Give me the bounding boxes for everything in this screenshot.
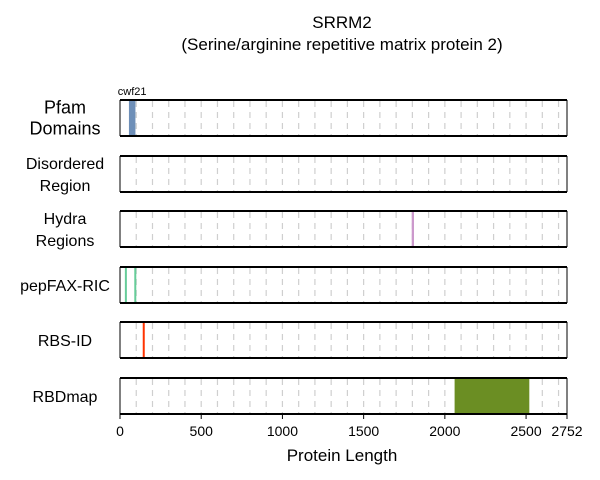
track-label-line: pepFAX-RIC [20,278,110,295]
track-1: Disordered Region [26,155,568,195]
track-label-line: RBDmap [33,389,98,406]
feature-mark [142,322,145,358]
track-5: RBDmap [33,377,568,415]
feature-mark [134,267,137,303]
figure-title-line1: SRRM2 [312,13,372,32]
x-axis: 0 500 1000 1500 2000 2500 2752 [116,414,583,439]
x-tick-label: 500 [190,423,214,439]
track-label-line: Pfam [44,98,86,118]
figure-title-line2: (Serine/arginine repetitive matrix prote… [181,35,502,54]
x-axis-label: Protein Length [287,446,398,465]
track-label-line: Regions [36,233,95,250]
track-label-line: Disordered [26,156,104,173]
track-3: pepFAX-RIC [20,266,568,304]
track-label-line: Region [40,178,91,195]
track-4: RBS-ID [38,321,568,359]
x-tick-label: 1500 [348,423,379,439]
feature-mark [128,100,136,136]
x-tick-label: 1000 [267,423,298,439]
feature-mark [124,267,127,303]
track-label-line: RBS-ID [38,333,92,350]
x-tick-label: 0 [116,423,124,439]
x-tick-label: 2500 [510,423,541,439]
track-label-line: Domains [29,119,100,139]
x-tick-label: 2752 [551,423,582,439]
track-label-line: Hydra [44,211,87,228]
x-tick-label: 2000 [429,423,460,439]
feature-label: cwf21 [118,86,147,98]
feature-mark [411,211,414,247]
feature-mark [454,378,530,414]
track-2: Hydra Regions [36,210,568,250]
